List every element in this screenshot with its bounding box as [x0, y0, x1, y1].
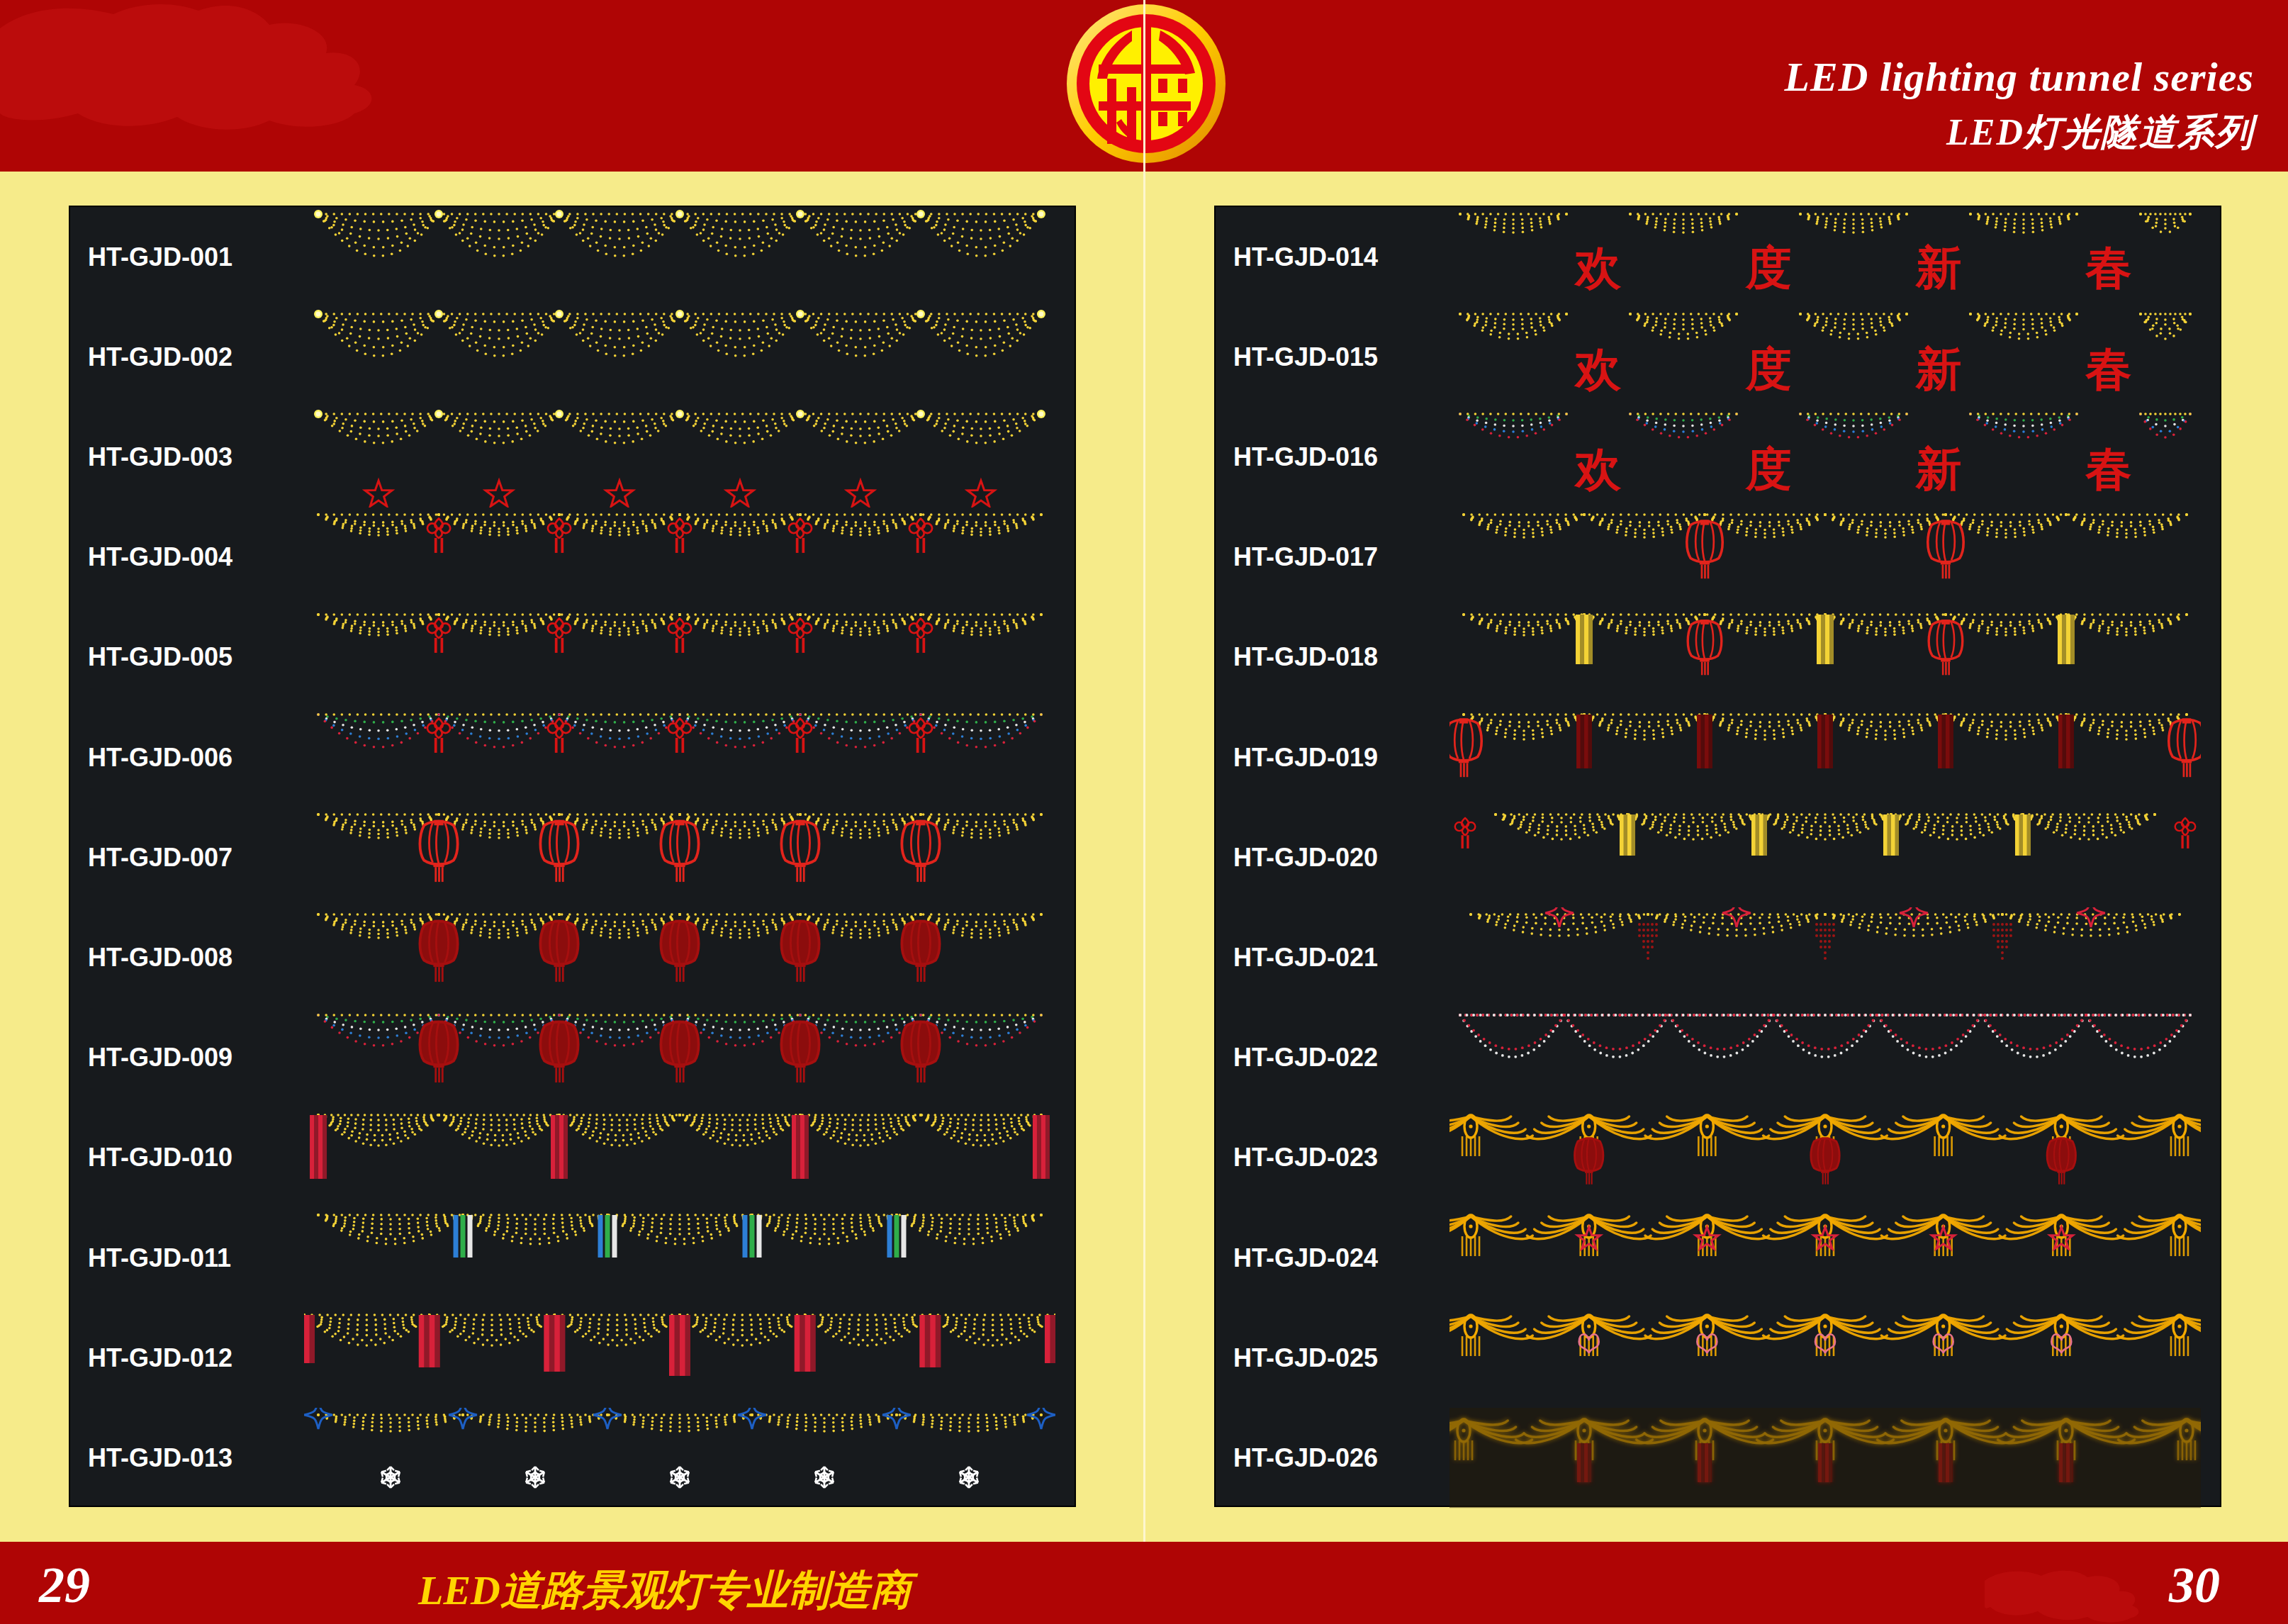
svg-text:度: 度 — [1745, 444, 1792, 495]
svg-text:新: 新 — [1915, 444, 1962, 495]
svg-text:春: 春 — [2085, 344, 2131, 396]
svg-text:欢: 欢 — [1574, 242, 1622, 293]
svg-text:欢: 欢 — [1574, 344, 1622, 396]
svg-text:度: 度 — [1745, 242, 1792, 293]
svg-text:春: 春 — [2085, 444, 2131, 495]
svg-text:度: 度 — [1745, 344, 1792, 396]
svg-text:新: 新 — [1915, 344, 1962, 396]
svg-text:春: 春 — [2085, 242, 2131, 293]
svg-text:欢: 欢 — [1574, 444, 1622, 495]
svg-text:新: 新 — [1915, 242, 1962, 293]
